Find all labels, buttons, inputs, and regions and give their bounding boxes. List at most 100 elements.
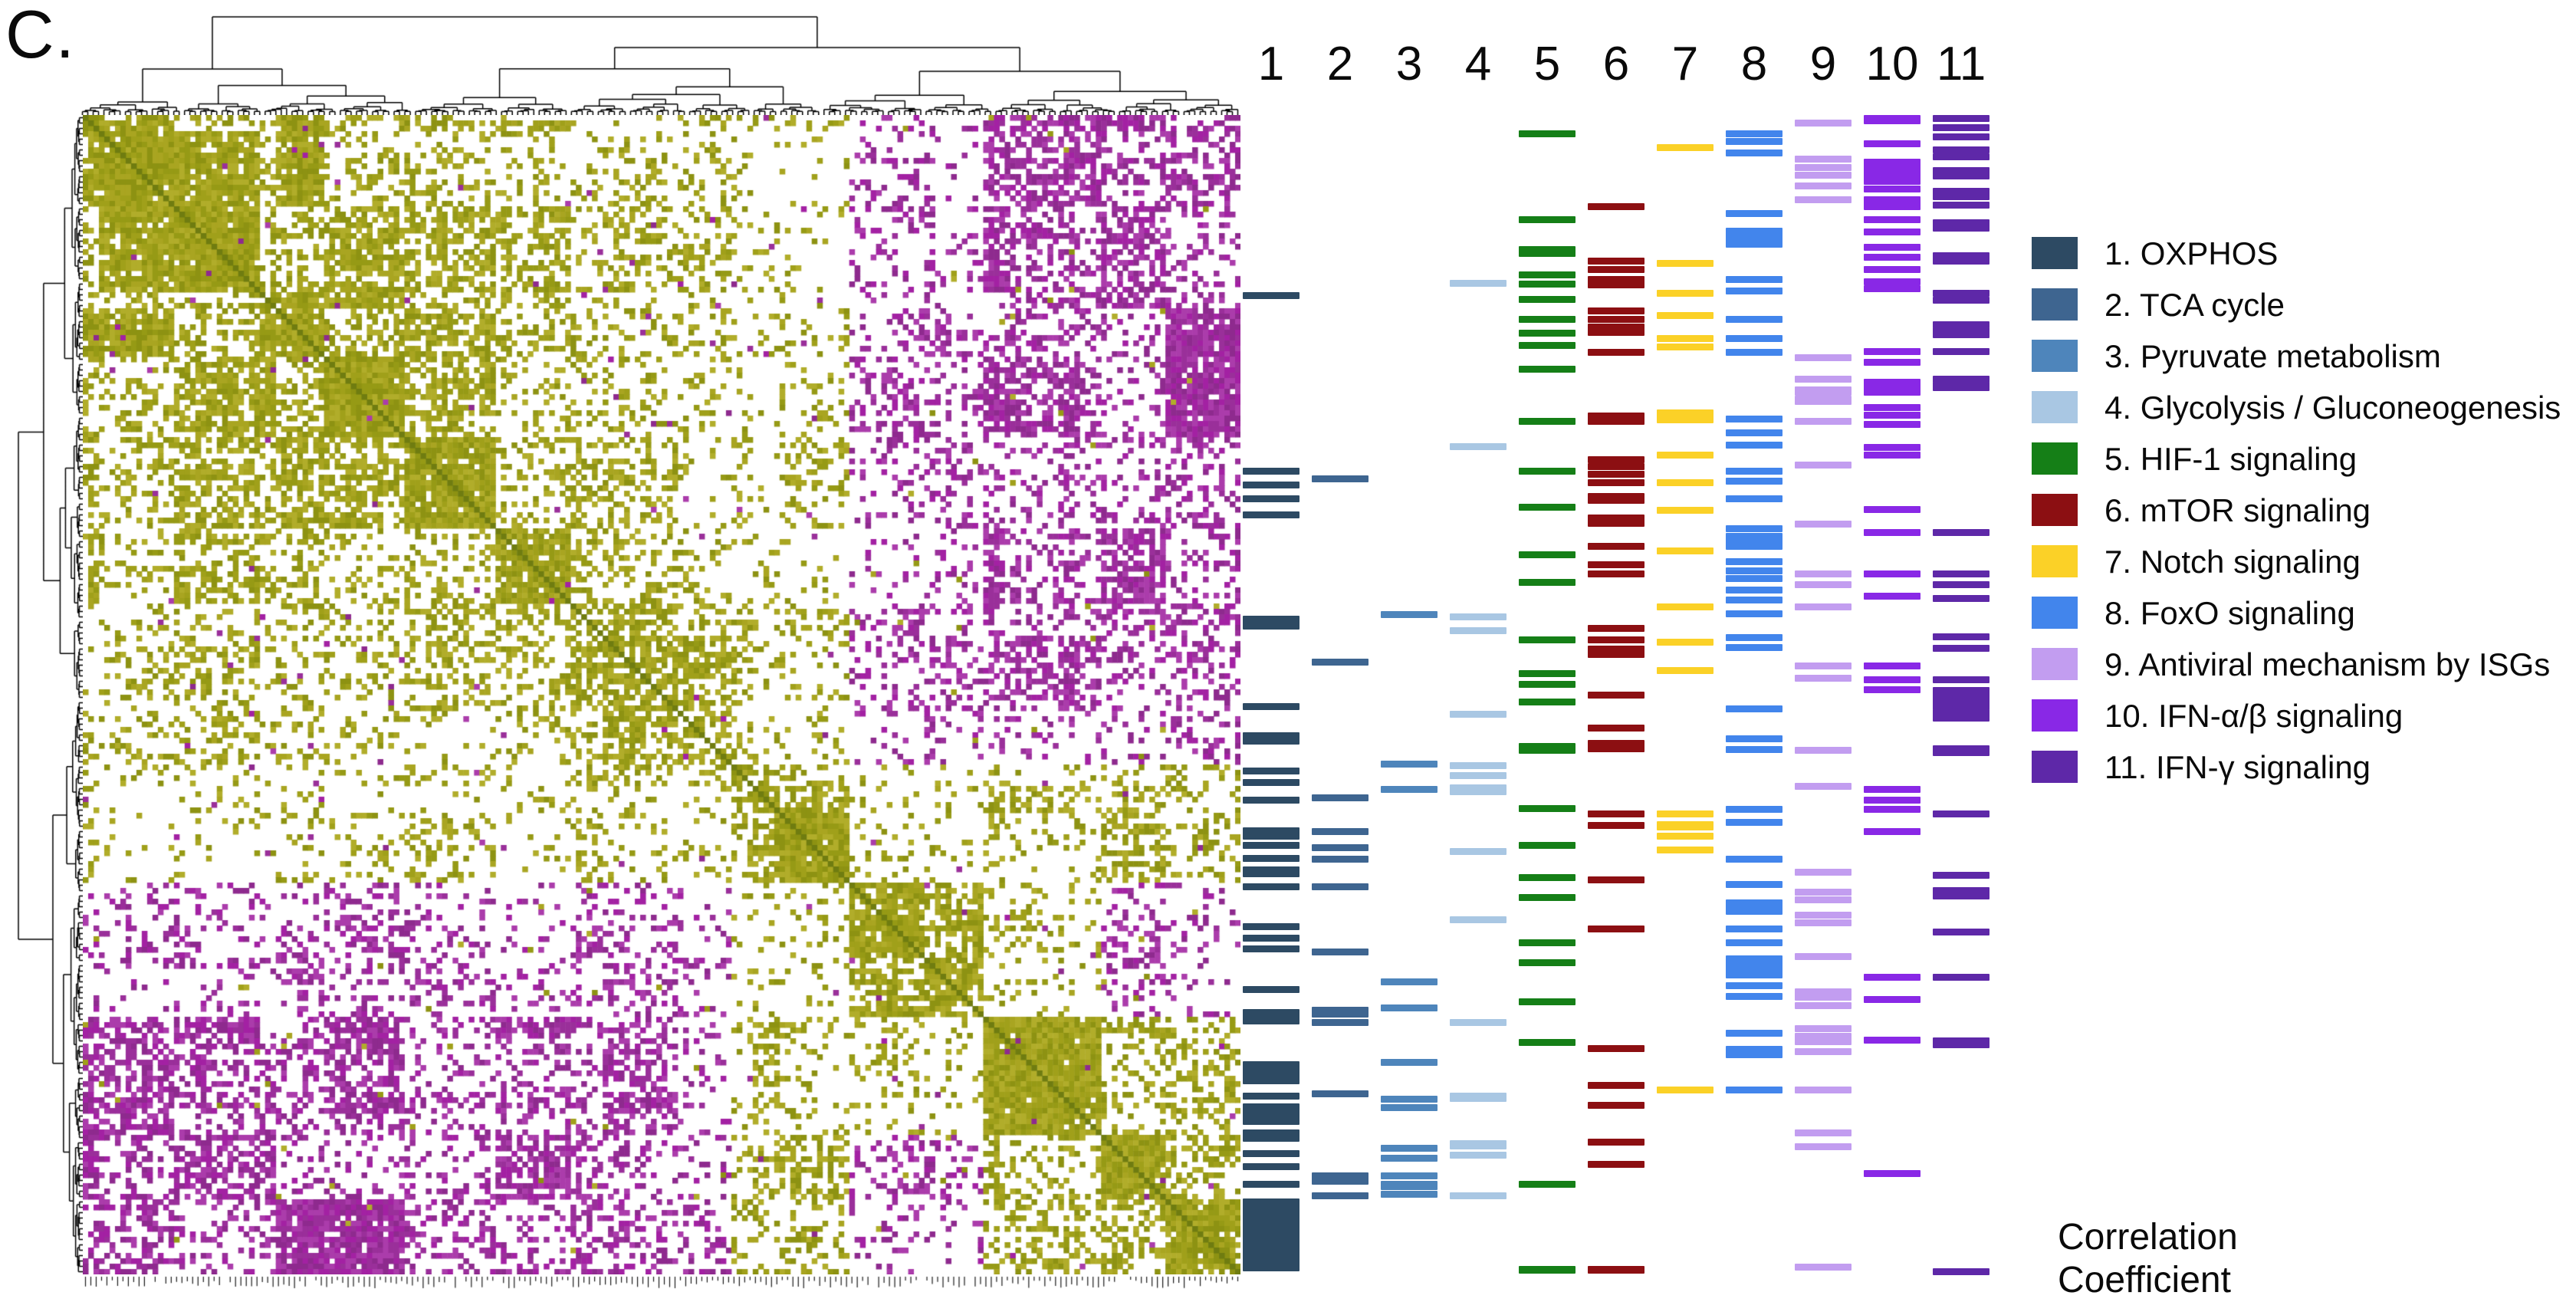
pathway-tick [1864, 285, 1921, 292]
pathway-tick [1726, 806, 1783, 813]
pathway-tick [1795, 156, 1852, 163]
pathway-tick [1864, 444, 1921, 451]
pathway-tick [1519, 1181, 1576, 1188]
pathway-tick [1519, 699, 1576, 705]
pathway-tick [1864, 254, 1921, 261]
pathway-tick [1519, 939, 1576, 946]
pathway-tick [1588, 725, 1644, 732]
pathway-tick [1726, 610, 1783, 617]
pathway-tick [1657, 507, 1714, 514]
pathway-tick [1588, 479, 1644, 486]
pathway-tick [1726, 495, 1783, 502]
pathway-tick [1243, 779, 1300, 786]
annotation-column-header-1: 1 [1257, 38, 1285, 90]
pathway-tick [1933, 810, 1990, 817]
pathway-tick [1933, 115, 1990, 122]
pathway-tick [1519, 330, 1576, 337]
pathway-tick [1795, 1087, 1852, 1093]
pathway-tick [1726, 644, 1783, 651]
pathway-tick [1588, 810, 1644, 817]
pathway-tick [1726, 130, 1783, 137]
pathway-tick [1588, 1082, 1644, 1089]
pathway-tick [1450, 784, 1506, 795]
pathway-tick [1726, 335, 1783, 342]
pathway-tick [1726, 150, 1783, 156]
pathway-tick [1726, 899, 1783, 915]
pathway-tick [1243, 935, 1300, 942]
annotation-column-header-8: 8 [1740, 38, 1768, 90]
pathway-tick [1381, 1059, 1438, 1066]
pathway-tick [1933, 376, 1990, 383]
pathway-tick [1243, 986, 1300, 993]
pathway-tick [1795, 354, 1852, 361]
pathway-tick [1312, 1172, 1368, 1185]
pathway-tick [1726, 1087, 1783, 1093]
pathway-tick [1381, 1155, 1438, 1162]
pathway-tick [1864, 186, 1921, 192]
pathway-tick [1312, 1192, 1368, 1199]
pathway-tick [1519, 1039, 1576, 1046]
pathway-tick [1864, 996, 1921, 1003]
pathway-tick [1726, 525, 1783, 532]
pathway-tick [1657, 547, 1714, 554]
pathway-tick [1864, 786, 1921, 793]
pathway-tick [1588, 1161, 1644, 1168]
pathway-tick [1795, 988, 1852, 995]
pathway-tick [1588, 324, 1644, 336]
pathway-tick [1588, 413, 1644, 425]
pathway-tick [1795, 386, 1852, 396]
pathway-tick [1657, 290, 1714, 297]
pathway-tick [1588, 646, 1644, 658]
pathway-track-10 [1864, 115, 1921, 1274]
pathway-tick [1933, 348, 1990, 355]
pathway-tick [1864, 159, 1921, 185]
pathway-tick [1312, 828, 1368, 835]
pathway-tick [1726, 1030, 1783, 1037]
pathway-tick [1795, 172, 1852, 179]
pathway-tick [1588, 625, 1644, 632]
pathway-tick [1864, 1037, 1921, 1044]
pathway-tick [1933, 709, 1990, 722]
pathway-tick [1450, 627, 1506, 634]
pathway-tick [1864, 348, 1921, 355]
pathway-tick [1726, 429, 1783, 436]
pathway-tick [1726, 478, 1783, 485]
pathway-tick [1933, 146, 1990, 153]
pathway-tick [1588, 1266, 1644, 1274]
pathway-tick [1864, 686, 1921, 693]
pathway-tick [1381, 1181, 1438, 1190]
pathway-tick [1243, 1103, 1300, 1125]
pathway-tick [1864, 593, 1921, 600]
pathway-tick [1243, 616, 1300, 630]
pathway-tick [1864, 570, 1921, 577]
pathway-tick [1933, 327, 1990, 338]
pathway-tick [1933, 252, 1990, 265]
pathway-track-2 [1312, 115, 1368, 1274]
pathway-tick [1243, 482, 1300, 488]
pathway-tick [1726, 735, 1783, 742]
legend-item-label: 7. Notch signaling [2104, 544, 2361, 580]
pathway-tick [1726, 705, 1783, 712]
pathway-tick [1519, 743, 1576, 754]
pathway-tick [1312, 856, 1368, 863]
pathway-tick [1864, 797, 1921, 804]
pathway-tick [1726, 587, 1783, 593]
legend-color-swatch [2032, 442, 2078, 475]
correlation-heatmap [83, 115, 1240, 1274]
pathway-tick [1933, 297, 1990, 304]
pathway-tick [1519, 468, 1576, 475]
bottom-leaf-ticks [83, 1276, 1240, 1289]
legend-item-label: 5. HIF-1 signaling [2104, 441, 2358, 477]
pathway-tick [1519, 636, 1576, 643]
pathway-tick [1864, 452, 1921, 459]
pathway-tick [1519, 1266, 1576, 1274]
pathway-tick [1519, 874, 1576, 881]
pathway-tick [1312, 794, 1368, 801]
pathway-tick [1864, 196, 1921, 210]
pathway-tick [1243, 511, 1300, 518]
pathway-tick [1864, 806, 1921, 813]
pathway-tick [1795, 1143, 1852, 1150]
pathway-tick [1657, 603, 1714, 610]
pathway-tick [1726, 982, 1783, 989]
pathway-tick [1864, 359, 1921, 366]
